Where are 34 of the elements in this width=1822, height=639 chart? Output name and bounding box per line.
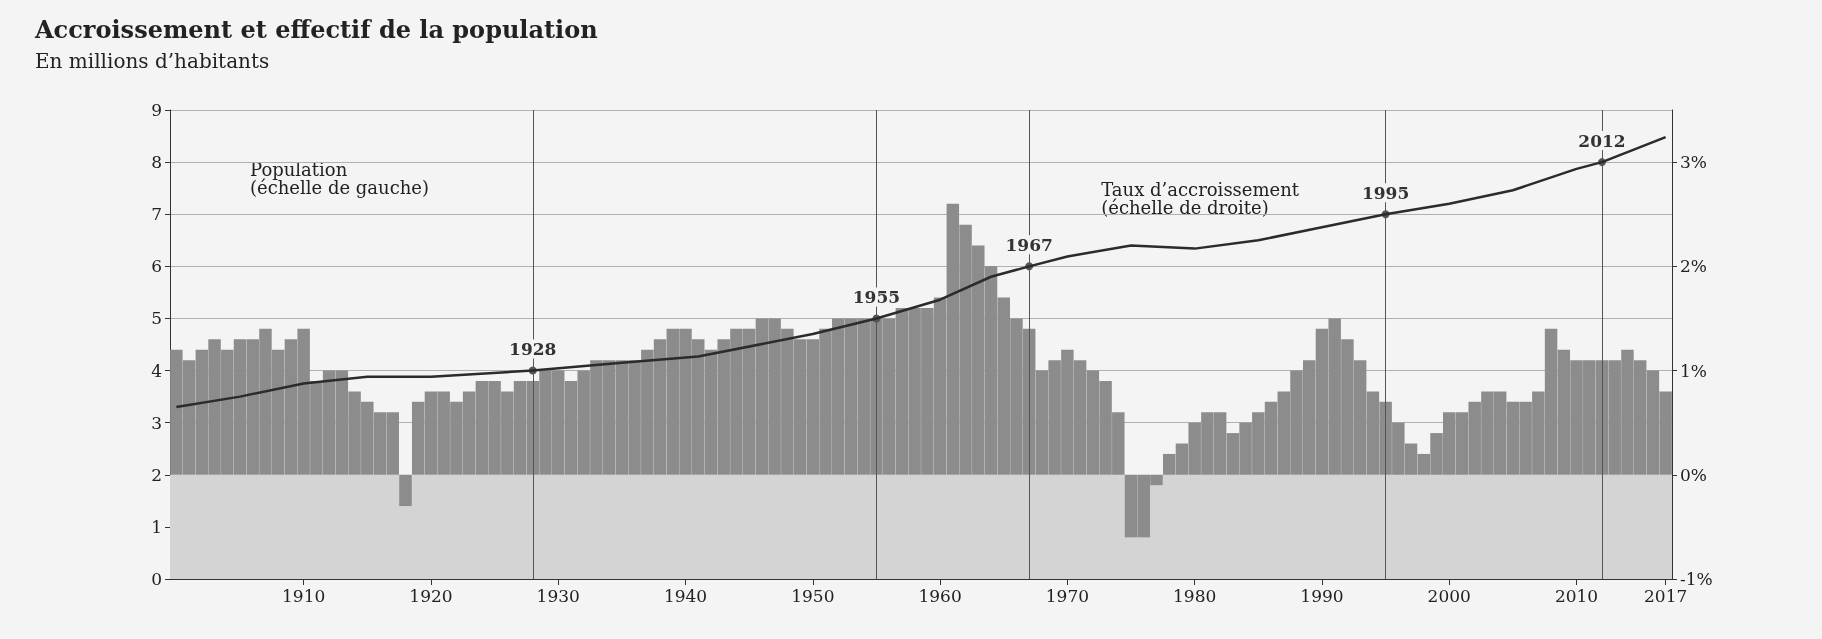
y2-tick-label: 0% [1680, 464, 1707, 485]
y-tick-label: 4 [151, 360, 162, 381]
y-tick-label: 9 [151, 100, 162, 120]
x-tick-label: 1930 [536, 585, 580, 606]
y-tick-label: 2 [151, 464, 162, 485]
x-tick-label: 1960 [918, 585, 962, 606]
x-tick-label: 1980 [1173, 585, 1217, 606]
x-tick-label: 1970 [1045, 585, 1090, 606]
y2-axis-title: Taux d’accroissement (échelle de droite) [1101, 178, 1300, 218]
y-tick-label: 7 [151, 204, 162, 225]
x-tick-label: 1940 [663, 585, 708, 606]
annotation: 1955 [852, 286, 901, 307]
x-tick-label: 1950 [791, 585, 835, 606]
chart-title: Accroissement et effectif de la population [34, 14, 598, 44]
annotation: 1995 [1361, 182, 1410, 203]
annotation: 1967 [1005, 234, 1053, 255]
y2-tick-label: 3% [1680, 152, 1707, 173]
x-tick-label: 2010 [1554, 585, 1599, 606]
y-tick-label: 6 [151, 256, 162, 277]
y2-tick-label: 1% [1680, 360, 1707, 381]
y-tick-label: 3 [151, 412, 162, 433]
y-tick-label: 8 [151, 152, 162, 173]
y-axis-title: Population (échelle de gauche) [250, 158, 429, 198]
y-tick-label: 5 [151, 308, 162, 329]
chart-subtitle: En millions d’habitants [35, 49, 270, 73]
annotation: 1928 [509, 339, 557, 360]
y-tick-label: 0 [151, 569, 162, 589]
annotation: 2012 [1578, 130, 1626, 151]
x-tick-label: 1990 [1300, 585, 1344, 606]
x-tick-label: 1920 [409, 585, 453, 606]
y-tick-label: 1 [151, 516, 162, 537]
x-tick-label: 2000 [1427, 585, 1471, 606]
y2-tick-label: 2% [1680, 256, 1707, 277]
x-tick-label: 1910 [282, 585, 326, 606]
